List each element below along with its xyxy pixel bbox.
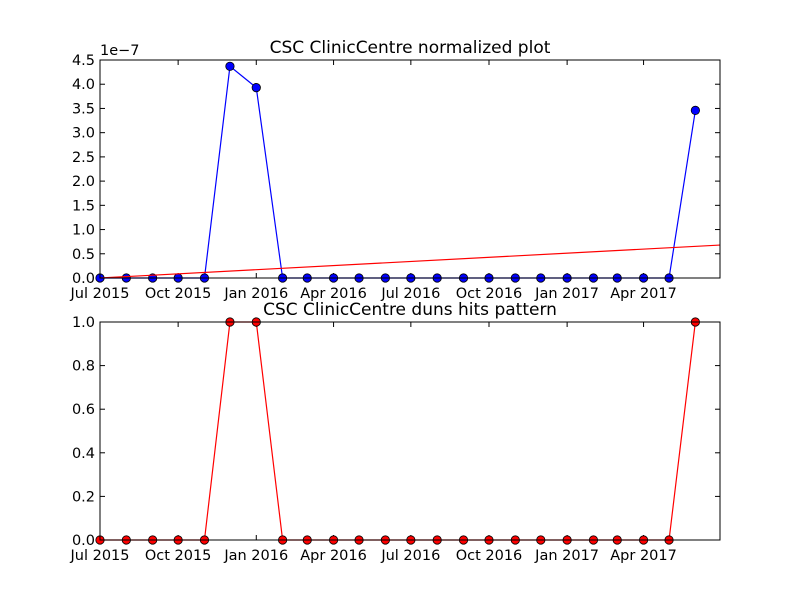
x-tick-label: Jan 2017	[534, 548, 599, 564]
y-tick-label: 0.8	[72, 359, 95, 375]
x-tick-label: Jan 2016	[223, 548, 288, 564]
series-line	[100, 65, 696, 279]
x-tick-label: Oct 2016	[456, 286, 523, 302]
x-tick-label: Apr 2016	[300, 548, 367, 564]
x-tick-label: Oct 2016	[456, 548, 523, 564]
y-offset-label: 1e−7	[100, 43, 140, 59]
x-tick-label: Jul 2016	[380, 286, 440, 302]
data-point	[690, 105, 700, 115]
data-point	[225, 61, 235, 71]
x-tick-label: Jul 2016	[380, 548, 440, 564]
chart-title: CSC ClinicCentre normalized plot	[270, 38, 551, 58]
series-line	[99, 244, 721, 279]
x-tick-label: Apr 2017	[610, 286, 677, 302]
x-tick-label: Apr 2017	[610, 548, 677, 564]
y-tick-label: 0.5	[72, 247, 95, 263]
chart-title: CSC ClinicCentre duns hits pattern	[263, 300, 557, 320]
x-tick-label: Oct 2015	[145, 286, 212, 302]
y-tick-label: 0.2	[72, 489, 95, 505]
y-tick-label: 1.0	[72, 223, 95, 239]
y-tick-label: 2.5	[72, 150, 95, 166]
plot-area-frame	[99, 321, 721, 541]
y-tick-label: 2.0	[72, 174, 95, 190]
y-tick-label: 4.5	[72, 53, 95, 69]
y-tick-label: 1.0	[72, 315, 95, 331]
x-tick-label: Jul 2015	[69, 548, 129, 564]
normalized-plot: CSC ClinicCentre normalized plot 1e−7 Ju…	[69, 38, 721, 302]
data-point	[251, 83, 261, 93]
x-tick-label: Apr 2016	[300, 286, 367, 302]
x-tick-label: Jul 2015	[69, 286, 129, 302]
y-tick-label: 4.0	[72, 77, 95, 93]
plot-area-frame	[99, 59, 721, 279]
x-tick-label: Jan 2017	[534, 286, 599, 302]
y-tick-label: 3.5	[72, 101, 95, 117]
y-tick-label: 0.4	[72, 446, 95, 462]
x-tick-label: Oct 2015	[145, 548, 212, 564]
y-tick-label: 0.0	[72, 533, 95, 549]
y-tick-label: 3.0	[72, 126, 95, 142]
duns-hits-plot: CSC ClinicCentre duns hits pattern Jul 2…	[69, 300, 721, 564]
y-tick-label: 0.6	[72, 402, 95, 418]
y-tick-label: 0.0	[72, 271, 95, 287]
x-tick-label: Jan 2016	[223, 286, 288, 302]
y-tick-label: 1.5	[72, 198, 95, 214]
series-line	[100, 321, 696, 541]
